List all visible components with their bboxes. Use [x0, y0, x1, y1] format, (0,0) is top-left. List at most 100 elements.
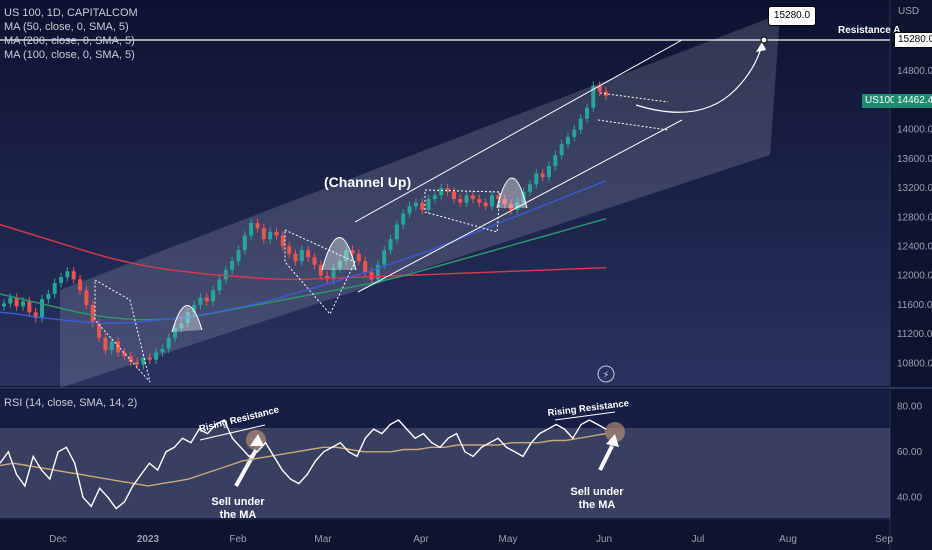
- candle: [464, 195, 469, 203]
- rsi-ma-line[interactable]: [0, 432, 607, 487]
- candle: [230, 261, 235, 270]
- candle: [515, 202, 520, 210]
- candle: [242, 235, 247, 251]
- arc-1: [171, 305, 203, 333]
- ma100-line[interactable]: [0, 218, 607, 321]
- candle: [78, 279, 83, 291]
- ma50-legend[interactable]: MA (50, close, 0, SMA, 5): [4, 21, 129, 33]
- candle: [578, 118, 583, 130]
- candle: [71, 271, 76, 280]
- candle: [268, 231, 273, 240]
- candle: [565, 136, 570, 145]
- candle: [546, 166, 551, 178]
- price-tick: 12400.0: [897, 241, 932, 252]
- candle: [59, 277, 64, 284]
- candle: [261, 228, 266, 240]
- candle: [179, 323, 184, 329]
- x-tick: Feb: [229, 534, 247, 545]
- candle: [363, 261, 368, 273]
- channel-top-line[interactable]: [354, 39, 683, 223]
- price-tick: 14000.0: [897, 125, 932, 136]
- candle: [299, 250, 304, 262]
- candle: [439, 188, 444, 196]
- x-tick: Apr: [413, 534, 429, 545]
- candle: [147, 357, 152, 360]
- svg-text:⚡: ⚡: [602, 370, 609, 381]
- candle: [33, 312, 38, 319]
- candle: [477, 199, 482, 203]
- candle: [236, 250, 241, 262]
- resistance-price-tag: 15280.0: [894, 32, 932, 48]
- candle: [204, 297, 209, 302]
- candle: [401, 213, 406, 225]
- candle: [84, 290, 89, 305]
- candle: [211, 290, 216, 302]
- candle: [65, 271, 70, 278]
- candle: [420, 202, 425, 210]
- sell-label-1a: Sell under: [211, 496, 265, 508]
- ma200-legend[interactable]: MA (200, close, 0, SMA, 5): [4, 35, 135, 47]
- candle: [502, 199, 507, 205]
- lightning-icon[interactable]: [597, 365, 615, 383]
- ma100-legend[interactable]: MA (100, close, 0, SMA, 5): [4, 49, 135, 61]
- flag-pattern: [424, 189, 501, 233]
- candle: [198, 297, 203, 305]
- candle: [27, 301, 32, 313]
- candle: [166, 337, 171, 349]
- x-tick: Jul: [692, 534, 705, 545]
- candle: [559, 144, 564, 156]
- candle: [223, 269, 228, 280]
- x-tick: Sep: [875, 534, 893, 545]
- falling-wedge-2: [94, 279, 151, 383]
- rsi-line[interactable]: [0, 419, 607, 510]
- candle: [394, 224, 399, 240]
- candle: [135, 361, 140, 365]
- candle: [122, 352, 127, 357]
- candle: [508, 204, 513, 210]
- symbol-line[interactable]: US 100, 1D, CAPITALCOM: [4, 7, 138, 19]
- candle: [52, 283, 57, 294]
- candle: [407, 206, 412, 214]
- candle: [591, 85, 596, 108]
- moving-averages: [0, 180, 607, 324]
- candle: [527, 184, 532, 192]
- candle: [350, 250, 355, 254]
- candle: [597, 85, 602, 92]
- ticker-tag: US100: [862, 94, 899, 108]
- x-tick: May: [499, 534, 518, 545]
- candle: [451, 191, 456, 199]
- candle: [217, 279, 222, 291]
- candle: [109, 341, 114, 351]
- candle: [8, 297, 13, 304]
- candle: [192, 304, 197, 313]
- price-tick: 13600.0: [897, 154, 932, 165]
- candle: [337, 261, 342, 269]
- channel-label: (Channel Up): [324, 174, 411, 190]
- price-tick: 11600.0: [897, 300, 932, 311]
- candle: [46, 293, 51, 300]
- candle: [306, 250, 311, 258]
- x-tick: Aug: [779, 534, 797, 545]
- candle: [331, 268, 336, 280]
- rsi-pane: [0, 390, 890, 520]
- price-pane: [0, 0, 890, 386]
- drawings: [94, 36, 768, 487]
- ascending-channel[interactable]: [60, 14, 780, 388]
- candle: [40, 299, 45, 319]
- currency-label: USD: [898, 6, 920, 17]
- target-point: [760, 36, 768, 44]
- candle: [280, 235, 285, 247]
- candle: [489, 195, 494, 207]
- candle: [103, 337, 108, 351]
- candle: [90, 304, 95, 324]
- candle: [584, 107, 589, 119]
- resistance-a-label: Resistance A: [838, 25, 901, 36]
- candle: [413, 202, 418, 207]
- ma200-line[interactable]: [0, 223, 607, 281]
- candle: [540, 173, 545, 178]
- rsi-legend[interactable]: RSI (14, close, SMA, 14, 2): [4, 397, 138, 409]
- ma50-line[interactable]: [0, 180, 607, 324]
- channel-bottom-line[interactable]: [357, 119, 683, 293]
- candle: [426, 199, 431, 210]
